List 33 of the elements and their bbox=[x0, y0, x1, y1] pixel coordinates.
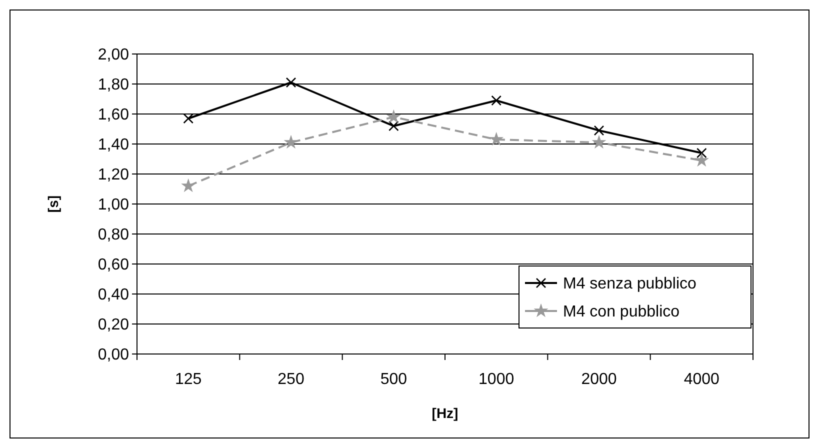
x-tick-label: 1000 bbox=[478, 371, 514, 388]
x-tick-label: 4000 bbox=[684, 371, 720, 388]
x-tick-label: 125 bbox=[174, 371, 202, 388]
point bbox=[286, 77, 296, 88]
y-tick-label: 0,80 bbox=[98, 226, 130, 244]
point bbox=[182, 179, 195, 192]
y-tick-label: 2,00 bbox=[98, 46, 130, 64]
point bbox=[388, 120, 399, 132]
y-tick-label: 0,40 bbox=[98, 286, 130, 304]
y-tick-label: 1,60 bbox=[98, 106, 130, 124]
point bbox=[387, 110, 400, 123]
y-axis-title: [s] bbox=[45, 195, 61, 213]
x-axis-title: [Hz] bbox=[432, 405, 458, 421]
point bbox=[695, 154, 708, 166]
y-tick-label: 1,20 bbox=[98, 166, 130, 184]
point bbox=[594, 125, 604, 136]
point bbox=[491, 95, 502, 106]
point bbox=[696, 148, 707, 158]
point bbox=[183, 113, 194, 124]
legend-label: M4 con pubblico bbox=[563, 304, 680, 321]
y-tick-label: 1,00 bbox=[98, 196, 130, 214]
point bbox=[592, 136, 606, 148]
y-tick-label: 1,40 bbox=[98, 136, 130, 154]
point bbox=[284, 136, 298, 148]
y-tick-label: 0,60 bbox=[98, 256, 130, 274]
y-tick-label: 1,80 bbox=[98, 76, 130, 94]
y-tick-label: 0,00 bbox=[98, 346, 130, 364]
x-tick-label: 250 bbox=[278, 371, 304, 388]
x-tick-label: 2000 bbox=[581, 371, 617, 388]
y-tick-label: 0,20 bbox=[98, 316, 130, 334]
x-tick-label: 500 bbox=[380, 371, 408, 388]
point bbox=[490, 132, 503, 146]
legend-label: M4 senza pubblico bbox=[563, 276, 697, 293]
